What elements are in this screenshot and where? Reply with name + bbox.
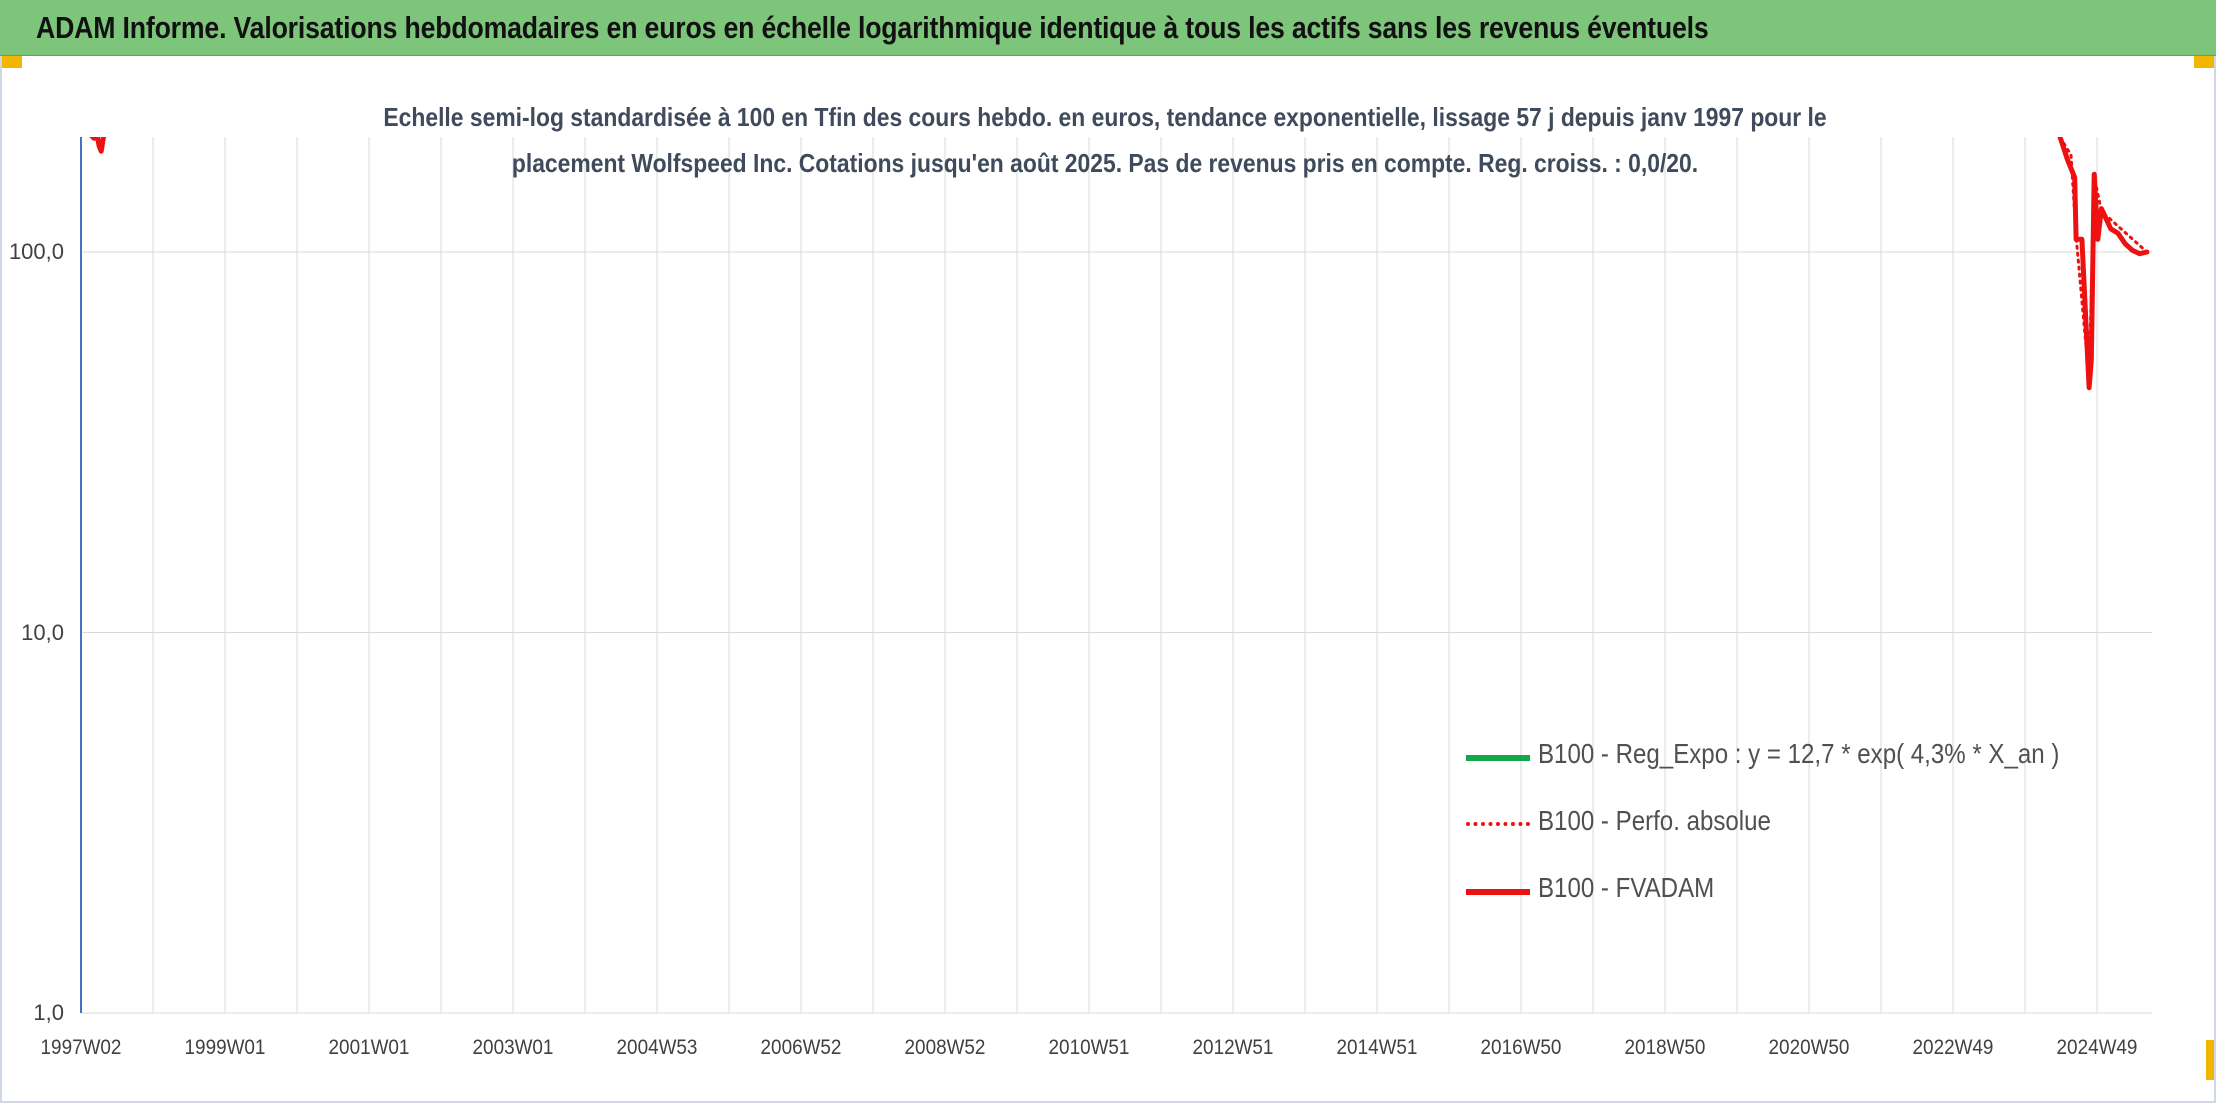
series-line-perfo-absolue: [2058, 137, 2149, 382]
chart-frame: [0, 56, 2216, 1103]
legend-symbol-fvadam: [1466, 889, 1530, 895]
legend-label-fvadam: B100 - FVADAM: [1538, 872, 1715, 903]
y-tick-label: 10,0: [21, 619, 64, 645]
y-tick-label: 100,0: [8, 239, 64, 264]
series-line-fvadam: [89, 137, 106, 154]
x-tick-label: 2001W01: [328, 1036, 410, 1059]
x-tick-label: 2024W49: [2056, 1036, 2138, 1059]
chart-title: Echelle semi-log standardisée à 100 en T…: [383, 102, 1827, 178]
legend-label-perfo-absolue: B100 - Perfo. absolue: [1538, 805, 1771, 836]
x-tick-label: 2018W50: [1624, 1036, 1706, 1059]
x-tick-label: 2020W50: [1768, 1036, 1850, 1059]
x-tick-label: 2008W52: [904, 1036, 986, 1059]
banner-title: ADAM Informe. Valorisations hebdomadaire…: [36, 10, 1709, 45]
x-tick-label: 1997W02: [40, 1036, 122, 1059]
x-tick-label: 2004W53: [616, 1036, 698, 1059]
y-tick-label: 1,0: [33, 1000, 64, 1025]
x-tick-label: 2022W49: [1912, 1036, 1994, 1059]
x-tick-label: 1999W01: [184, 1036, 266, 1059]
report-banner: ADAM Informe. Valorisations hebdomadaire…: [0, 0, 2216, 56]
legend-symbol-reg-expo: [1466, 755, 1530, 761]
x-tick-label: 2012W51: [1192, 1036, 1274, 1059]
legend-symbol-perfo-absolue: [1466, 822, 1530, 826]
x-tick-label: 2016W50: [1480, 1036, 1562, 1059]
corner-accent-bottom-right: [2206, 1040, 2216, 1080]
x-tick-label: 2003W01: [472, 1036, 554, 1059]
series-line-fvadam: [2057, 137, 2150, 391]
legend-label-reg-expo: B100 - Reg_Expo : y = 12,7 * exp( 4,3% *…: [1538, 738, 2060, 769]
x-tick-label: 2010W51: [1048, 1036, 1130, 1059]
corner-accent-right: [2194, 56, 2216, 68]
x-tick-label: 2014W51: [1336, 1036, 1418, 1059]
corner-accent-left: [0, 56, 22, 68]
x-tick-label: 2006W52: [760, 1036, 842, 1059]
